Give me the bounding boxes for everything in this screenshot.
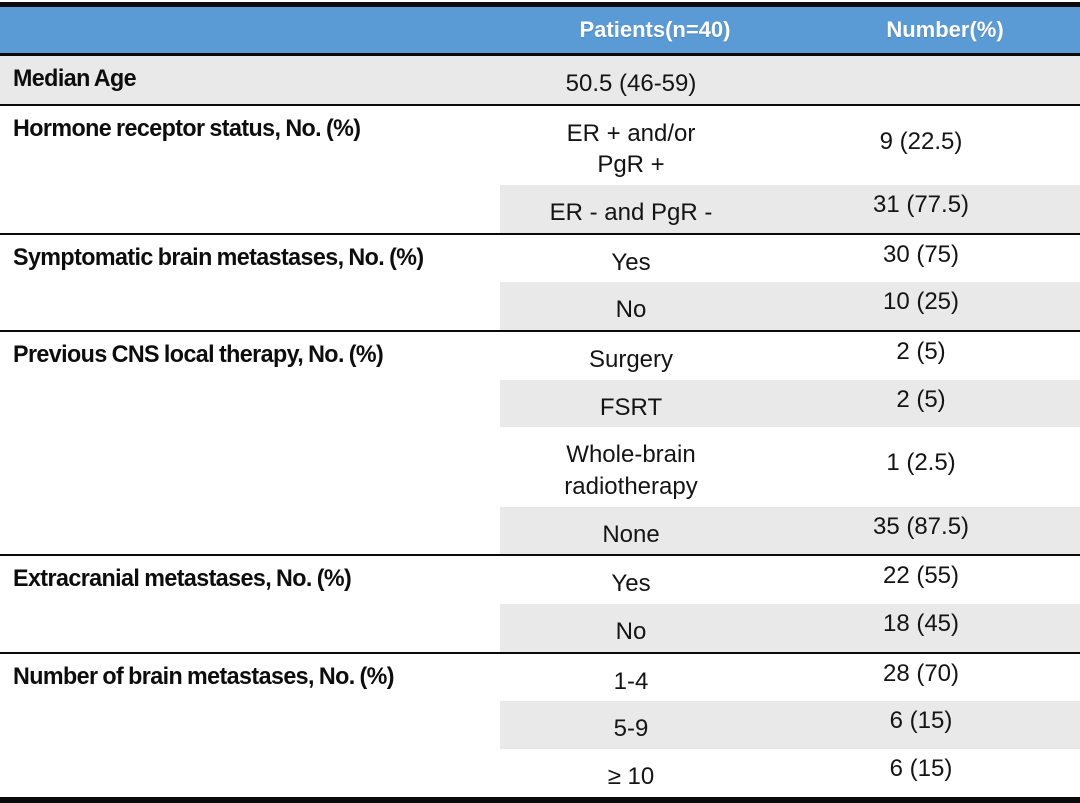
cell-text: 9 (22.5) bbox=[879, 127, 963, 155]
header-patients-cell: Patients(n=40) bbox=[500, 4, 762, 56]
table-body: Median Age 50.5 (46-59) Hormone receptor s… bbox=[0, 53, 1080, 800]
table-row: Hormone receptor status, No. (%) ER + and… bbox=[0, 103, 1080, 234]
cell-text: Previous CNS local therapy, No. (%) bbox=[13, 341, 384, 369]
table-row: None 35 (87.5) bbox=[0, 506, 1080, 556]
row-label: Previous CNS local therapy, No. (%) bbox=[0, 330, 500, 556]
table-row: No 18 (45) bbox=[0, 604, 1080, 653]
cell-text: Whole-brain radiotherapy bbox=[564, 441, 698, 501]
cell-text: 28 (70) bbox=[882, 659, 960, 687]
cell-text: 22 (55) bbox=[882, 562, 960, 590]
table-row: Extracranial metastases, No. (%) Yes 22 (5… bbox=[0, 554, 1080, 653]
number-percent-cell: 30 (75) bbox=[762, 232, 1080, 283]
cell-text: Number of brain metastases, No. (%) bbox=[13, 662, 395, 690]
cell-text: Extracranial metastases, No. (%) bbox=[13, 565, 352, 593]
cell-text: Median Age bbox=[13, 65, 137, 92]
table-row: Symptomatic brain metastases, No. (%) Yes… bbox=[0, 232, 1080, 332]
row-label: Median Age bbox=[0, 53, 500, 105]
row-label: Symptomatic brain metastases, No. (%) bbox=[0, 232, 500, 332]
cell-text: FSRT bbox=[599, 393, 663, 421]
cell-text: Symptomatic brain metastases, No. (%) bbox=[13, 243, 424, 271]
cell-text: 5-9 bbox=[613, 715, 649, 743]
cell-text: No bbox=[615, 296, 647, 324]
header-number-cell: Number(%) bbox=[762, 4, 1080, 56]
patients-value-cell: 5-9 bbox=[500, 701, 762, 750]
header-number-label: Number(%) bbox=[886, 17, 1004, 42]
patients-value-cell: No bbox=[500, 282, 762, 332]
cell-text: No bbox=[615, 618, 647, 646]
patients-value-cell: None bbox=[500, 506, 762, 556]
number-percent-cell: 9 (22.5) bbox=[762, 103, 1080, 186]
cell-text: Yes bbox=[611, 248, 651, 276]
row-label: Number of brain metastases, No. (%) bbox=[0, 651, 500, 800]
cell-text: Yes bbox=[611, 570, 651, 598]
number-percent-cell: 18 (45) bbox=[762, 604, 1080, 653]
cell-text: 30 (75) bbox=[882, 240, 960, 268]
cell-text: None bbox=[602, 520, 660, 548]
cell-text: 1-4 bbox=[613, 667, 649, 695]
table-header: Patients(n=40) Number(%) bbox=[0, 4, 1080, 56]
patients-value-cell: ER + and/or PgR + bbox=[500, 103, 762, 186]
table-row: ER - and PgR - 31 (77.5) bbox=[0, 185, 1080, 234]
patients-value-cell: Yes bbox=[500, 232, 762, 283]
number-percent-cell: 6 (15) bbox=[762, 749, 1080, 800]
table-row: No 10 (25) bbox=[0, 282, 1080, 332]
cell-text: 18 (45) bbox=[882, 610, 960, 638]
patients-value-cell: 1-4 bbox=[500, 651, 762, 702]
cell-text: 2 (5) bbox=[896, 338, 946, 366]
patients-value-cell: 50.5 (46-59) bbox=[500, 53, 762, 105]
number-percent-cell: 6 (15) bbox=[762, 701, 1080, 750]
number-percent-cell: 35 (87.5) bbox=[762, 506, 1080, 556]
cell-text: ER + and/or PgR + bbox=[566, 119, 696, 179]
cell-text: 50.5 (46-59) bbox=[565, 70, 697, 97]
table-row: Median Age 50.5 (46-59) bbox=[0, 53, 1080, 105]
table-row: Number of brain metastases, No. (%) 1-4 28… bbox=[0, 651, 1080, 800]
number-percent-cell: 31 (77.5) bbox=[762, 185, 1080, 234]
number-percent-cell: 10 (25) bbox=[762, 282, 1080, 332]
header-empty-cell bbox=[0, 4, 500, 56]
cell-text: 1 (2.5) bbox=[886, 449, 956, 477]
cell-text: ≥ 10 bbox=[607, 763, 655, 791]
table-row: FSRT 2 (5) bbox=[0, 379, 1080, 428]
number-percent-cell: 28 (70) bbox=[762, 651, 1080, 702]
patients-value-cell: Whole-brain radiotherapy bbox=[500, 427, 762, 507]
patients-value-cell: No bbox=[500, 604, 762, 653]
number-percent-cell: 2 (5) bbox=[762, 379, 1080, 428]
patients-value-cell: Yes bbox=[500, 554, 762, 605]
cell-text: Surgery bbox=[588, 346, 674, 374]
patients-value-cell: Surgery bbox=[500, 330, 762, 380]
table-row: 5-9 6 (15) bbox=[0, 701, 1080, 750]
cell-text: 10 (25) bbox=[882, 288, 960, 316]
table-row: Whole-brain radiotherapy 1 (2.5) bbox=[0, 427, 1080, 507]
cell-text: 6 (15) bbox=[889, 755, 953, 783]
patients-value-cell: FSRT bbox=[500, 379, 762, 428]
cell-text: Hormone receptor status, No. (%) bbox=[13, 114, 361, 142]
patients-value-cell: ER - and PgR - bbox=[500, 185, 762, 234]
number-percent-cell: 1 (2.5) bbox=[762, 427, 1080, 507]
cell-text: 35 (87.5) bbox=[872, 512, 970, 540]
number-percent-cell: 2 (5) bbox=[762, 330, 1080, 380]
patients-value-cell: ≥ 10 bbox=[500, 749, 762, 800]
table-row: Previous CNS local therapy, No. (%) Surge… bbox=[0, 330, 1080, 556]
cell-text: ER - and PgR - bbox=[549, 199, 713, 227]
number-percent-cell bbox=[762, 53, 1080, 105]
row-label: Extracranial metastases, No. (%) bbox=[0, 554, 500, 653]
header-patients-label: Patients(n=40) bbox=[579, 17, 731, 42]
row-label: Hormone receptor status, No. (%) bbox=[0, 103, 500, 234]
header-row: Patients(n=40) Number(%) bbox=[0, 4, 1080, 56]
cell-text: 2 (5) bbox=[896, 385, 946, 413]
number-percent-cell: 22 (55) bbox=[762, 554, 1080, 605]
cell-text: 6 (15) bbox=[889, 707, 953, 735]
cell-text: 31 (77.5) bbox=[872, 191, 970, 219]
